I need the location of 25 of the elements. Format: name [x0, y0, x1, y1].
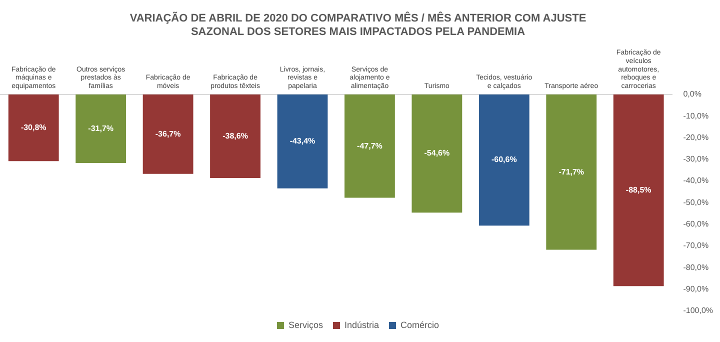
data-label: -71,7%: [558, 167, 584, 176]
chart-title: VARIAÇÃO DE ABRIL DE 2020 DO COMPARATIVO MÊS / MÊS ANTERIOR COM AJUSTE SAZONAL DOS SETORES MAIS IMPACTADOS PELA PANDEMIA: [130, 12, 586, 38]
y-tick-label: -70,0%: [683, 241, 709, 250]
y-tick-label: -60,0%: [683, 220, 709, 229]
data-label: -36,7%: [155, 129, 181, 138]
y-tick-label: -50,0%: [683, 198, 709, 207]
y-tick-label: -100,0%: [683, 306, 713, 316]
y-tick-label: -90,0%: [683, 284, 709, 294]
y-tick-label: -30,0%: [683, 154, 709, 164]
y-tick-label: -40,0%: [683, 176, 709, 186]
data-label: -47,7%: [357, 141, 382, 150]
data-label: -54,6%: [424, 148, 450, 158]
data-label: -43,4%: [290, 136, 316, 146]
legend-label: Serviços: [288, 320, 324, 330]
data-label: -31,7%: [88, 124, 114, 133]
legend-label: Comércio: [400, 320, 440, 330]
y-tick-label: 0,0%: [683, 90, 702, 99]
data-label: -88,5%: [626, 185, 652, 194]
y-tick-label: -10,0%: [683, 111, 709, 120]
data-label: -30,8%: [20, 122, 46, 132]
data-label: -60,6%: [491, 155, 517, 164]
y-tick-label: -20,0%: [683, 132, 709, 142]
y-tick-label: -80,0%: [683, 262, 709, 272]
data-label: -38,6%: [222, 131, 248, 140]
legend-label: Indústria: [344, 320, 380, 330]
